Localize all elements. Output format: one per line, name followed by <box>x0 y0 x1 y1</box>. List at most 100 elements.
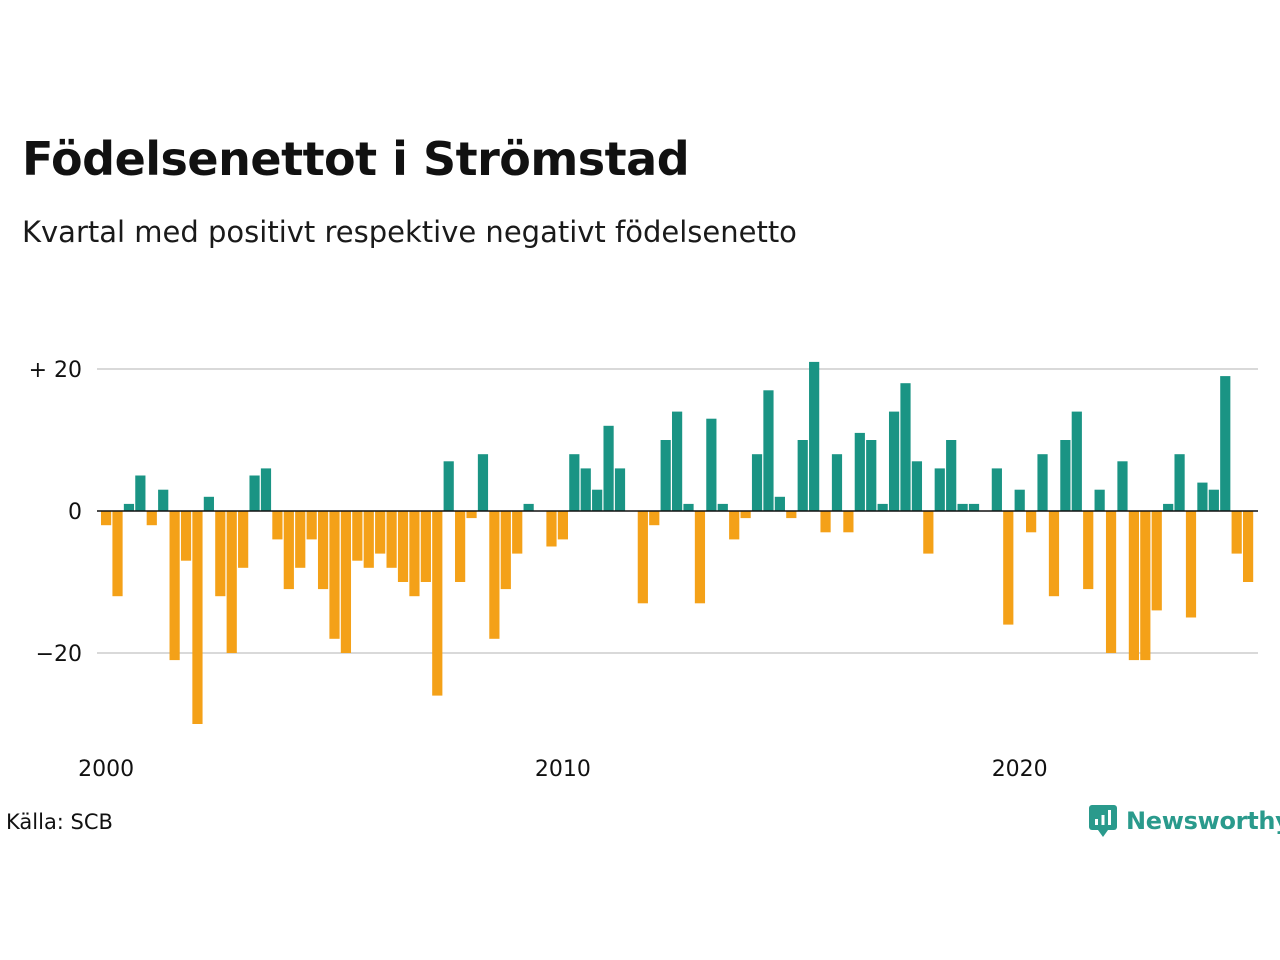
bar <box>1197 482 1208 511</box>
bar <box>1163 503 1174 511</box>
bar <box>215 511 226 597</box>
bar <box>272 511 283 540</box>
bar <box>729 511 740 540</box>
bar <box>740 511 751 519</box>
bar <box>249 475 260 511</box>
chart-title: Födelsenettot i Strömstad <box>22 132 690 186</box>
bar <box>911 461 923 511</box>
bar <box>546 511 557 547</box>
bar <box>340 511 352 653</box>
y-tick-label: 0 <box>68 500 82 525</box>
bar <box>991 468 1002 511</box>
bar <box>386 511 397 568</box>
bar <box>1151 511 1162 611</box>
bar <box>603 425 614 511</box>
bar <box>203 496 214 511</box>
bar <box>1003 511 1014 625</box>
bar <box>489 511 500 639</box>
bar <box>1231 511 1242 554</box>
bar <box>1128 511 1139 661</box>
bar <box>968 503 980 511</box>
chart-subtitle: Kvartal med positivt respektive negativt… <box>22 215 797 249</box>
bar <box>717 503 728 511</box>
bar <box>843 511 854 533</box>
bar <box>192 511 203 724</box>
bar <box>751 454 763 511</box>
bar <box>934 468 945 511</box>
bar <box>306 511 317 540</box>
bar <box>375 511 386 554</box>
bar <box>500 511 511 590</box>
brand-name: Newsworthy <box>1126 807 1280 835</box>
bar <box>123 503 135 511</box>
bar <box>569 454 580 511</box>
bar <box>923 511 934 554</box>
bar <box>477 454 489 511</box>
bar <box>295 511 306 568</box>
source-note: Källa: SCB <box>6 810 113 834</box>
x-tick-label: 2000 <box>78 757 134 782</box>
bar <box>946 440 957 511</box>
bar-chart: + 20 0 −20 2000 2010 2020 <box>29 358 1258 782</box>
bar <box>877 503 888 511</box>
bar <box>420 511 431 582</box>
bar <box>580 468 591 511</box>
bar <box>226 511 237 653</box>
bar <box>443 461 454 511</box>
bar <box>329 511 340 639</box>
bar <box>238 511 249 568</box>
bar <box>866 440 877 511</box>
bar <box>432 511 443 696</box>
bar <box>557 511 568 540</box>
bar <box>363 511 374 568</box>
newsworthy-logo-icon <box>1089 805 1117 837</box>
bar <box>512 511 523 554</box>
bar <box>409 511 420 597</box>
bar <box>283 511 294 590</box>
bar <box>694 511 706 604</box>
bar <box>1174 454 1185 511</box>
bar <box>397 511 409 582</box>
bar <box>1185 511 1197 618</box>
bar <box>1243 511 1254 582</box>
bar <box>672 411 683 511</box>
bar <box>1105 511 1117 653</box>
bar <box>683 503 694 511</box>
bar <box>169 511 180 661</box>
bar <box>706 418 717 511</box>
x-tick-label: 2010 <box>535 757 591 782</box>
bar <box>854 432 865 511</box>
bar <box>317 511 329 590</box>
bar <box>957 503 968 511</box>
bar <box>797 440 808 511</box>
bar <box>809 361 820 511</box>
bar <box>1208 489 1219 511</box>
bar <box>260 468 272 511</box>
bar <box>763 390 774 511</box>
bar <box>637 511 648 604</box>
bar <box>1014 489 1025 511</box>
bar <box>101 511 112 526</box>
bar <box>352 511 363 561</box>
bar <box>1140 511 1151 661</box>
bar <box>1071 411 1082 511</box>
bar <box>1220 376 1231 511</box>
bar <box>888 411 900 511</box>
bar <box>660 440 671 511</box>
bar <box>146 511 157 526</box>
bar <box>1026 511 1037 533</box>
brand-logo: Newsworthy <box>1088 803 1280 839</box>
bar <box>455 511 466 582</box>
bar <box>592 489 603 511</box>
y-tick-label: + 20 <box>29 358 82 383</box>
bar <box>1117 461 1128 511</box>
bar <box>466 511 477 519</box>
bar <box>1037 454 1048 511</box>
bar <box>649 511 660 526</box>
bar <box>1083 511 1094 590</box>
bar <box>523 503 534 511</box>
bar <box>1060 440 1071 511</box>
bar <box>774 496 785 511</box>
bar <box>900 383 911 511</box>
bar <box>158 489 169 511</box>
